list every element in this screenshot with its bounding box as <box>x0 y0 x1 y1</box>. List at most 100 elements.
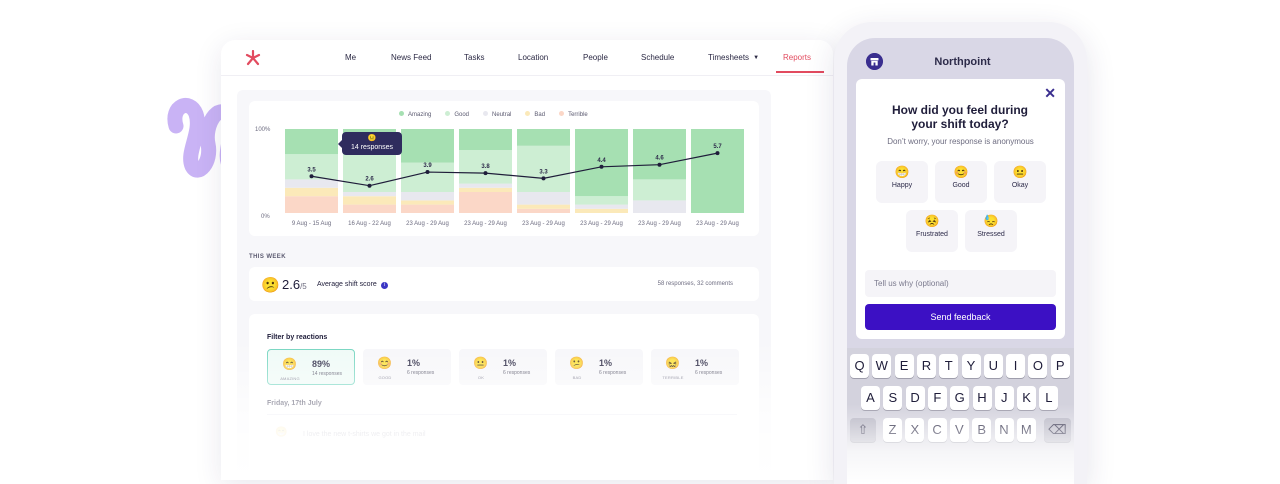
key-h[interactable]: H <box>972 386 992 410</box>
reaction-button-frustrated[interactable]: 😣 Frustrated <box>906 210 958 252</box>
key-g[interactable]: G <box>950 386 970 410</box>
reaction-filter-good[interactable]: 😊 GOOD 1% 6 responses <box>363 349 451 385</box>
reaction-filter-amazing[interactable]: 😁 AMAZING 89% 14 responses <box>267 349 355 385</box>
reaction-button-happy[interactable]: 😁 Happy <box>876 161 928 203</box>
key-e[interactable]: E <box>894 354 914 378</box>
reaction-responses: 6 responses <box>407 370 435 376</box>
reaction-responses: 6 responses <box>599 370 627 376</box>
data-label: 5.7 <box>713 144 722 150</box>
legend-item-good[interactable]: Good <box>445 111 469 118</box>
reaction-filter-terrible[interactable]: 😖 TERRIBLE 1% 6 responses <box>651 349 739 385</box>
reaction-percent: 1% <box>695 358 709 368</box>
key-q[interactable]: Q <box>850 354 869 378</box>
key-i[interactable]: I <box>1006 354 1026 378</box>
key-z[interactable]: Z <box>883 418 902 442</box>
data-label: 3.9 <box>423 163 432 169</box>
score-value: 2.6/5 <box>282 277 307 292</box>
confounded-face-icon: 😖 <box>665 356 680 370</box>
location-title: Northpoint <box>934 56 991 68</box>
grinning-face-icon: 😁 <box>282 357 297 371</box>
bar-segment-amazing <box>633 129 686 180</box>
bar-segment-neutral <box>343 192 396 197</box>
x-tick-label: 9 Aug - 15 Aug <box>292 221 331 227</box>
key-o[interactable]: O <box>1028 354 1048 378</box>
key-f[interactable]: F <box>927 386 947 410</box>
key-d[interactable]: D <box>905 386 925 410</box>
score-number: 2.6 <box>282 277 301 292</box>
reports-app-window: Me News Feed Tasks Location People Sched… <box>221 40 833 480</box>
send-feedback-button[interactable]: Send feedback <box>865 304 1056 330</box>
reaction-responses: 6 responses <box>695 370 723 376</box>
key-l[interactable]: L <box>1039 386 1059 410</box>
shift-key-icon[interactable]: ⇧ <box>850 418 876 442</box>
bar-segment-amazing <box>691 129 744 213</box>
neutral-face-icon: 😐 <box>367 135 377 142</box>
key-x[interactable]: X <box>905 418 925 442</box>
key-r[interactable]: R <box>916 354 936 378</box>
reaction-filter-bad[interactable]: 😕 BAD 1% 6 responses <box>555 349 643 385</box>
nav-item-people[interactable]: People <box>583 53 608 62</box>
info-icon[interactable]: i <box>380 282 388 289</box>
data-label: 3.5 <box>307 167 316 173</box>
section-label-this-week: THIS WEEK <box>249 254 286 260</box>
bar-segment-bad <box>285 187 338 197</box>
legend-item-terrible[interactable]: Terrible <box>559 111 588 118</box>
key-v[interactable]: V <box>949 418 969 442</box>
key-t[interactable]: T <box>939 354 959 378</box>
anonymity-note: Don’t worry, your response is anonymous <box>887 137 1034 146</box>
app-logo-icon[interactable] <box>245 50 261 66</box>
bar-segment-terrible <box>401 204 454 213</box>
key-j[interactable]: J <box>994 386 1014 410</box>
reaction-button-good[interactable]: 😊 Good <box>935 161 987 203</box>
comments-date-label: Friday, 17th July <box>267 400 322 407</box>
key-k[interactable]: K <box>1017 386 1037 410</box>
legend-item-neutral[interactable]: Neutral <box>483 111 511 118</box>
line-point <box>483 171 488 176</box>
bar-segment-neutral <box>633 200 686 213</box>
score-label-text: Average shift score <box>317 281 377 288</box>
bar-segment-good <box>401 162 454 192</box>
nav-item-schedule[interactable]: Schedule <box>641 53 675 62</box>
key-a[interactable]: A <box>861 386 880 410</box>
nav-item-tasks[interactable]: Tasks <box>464 53 485 62</box>
reaction-caption: OK <box>477 375 485 380</box>
x-tick-label: 23 Aug - 29 Aug <box>464 221 507 227</box>
key-w[interactable]: W <box>872 354 892 378</box>
legend-label: Terrible <box>568 112 588 118</box>
nav-item-location[interactable]: Location <box>518 53 549 62</box>
x-tick-label: 23 Aug - 29 Aug <box>406 221 449 227</box>
legend-item-bad[interactable]: Bad <box>525 111 545 118</box>
feedback-modal: ✕ How did you feel during your shift tod… <box>856 79 1065 339</box>
nav-item-timesheets[interactable]: Timesheets ▼ <box>708 53 759 62</box>
key-m[interactable]: M <box>1016 418 1036 442</box>
key-s[interactable]: S <box>883 386 903 410</box>
reaction-filter-ok[interactable]: 😐 OK 1% 6 responses <box>459 349 547 385</box>
delete-key-icon[interactable]: ⌫ <box>1044 418 1071 442</box>
key-u[interactable]: U <box>983 354 1003 378</box>
bar-segment-terrible <box>285 196 338 213</box>
close-icon[interactable]: ✕ <box>1044 85 1056 101</box>
nav-item-news-feed[interactable]: News Feed <box>391 53 432 62</box>
key-n[interactable]: N <box>994 418 1014 442</box>
data-label: 3.8 <box>481 164 490 170</box>
reaction-label: Happy <box>891 182 913 189</box>
y-axis-label-max: 100% <box>255 127 271 133</box>
nav-item-me[interactable]: Me <box>345 53 357 62</box>
key-p[interactable]: P <box>1050 354 1070 378</box>
nav-item-reports[interactable]: Reports <box>783 53 812 62</box>
key-c[interactable]: C <box>927 418 947 442</box>
legend-item-amazing[interactable]: Amazing <box>399 111 431 118</box>
bar-segment-good <box>459 150 512 184</box>
key-b[interactable]: B <box>972 418 992 442</box>
reaction-button-okay[interactable]: 😐 Okay <box>994 161 1046 203</box>
x-tick-label: 23 Aug - 29 Aug <box>522 221 565 227</box>
reaction-label: Okay <box>1011 182 1029 189</box>
sad-face-icon: 😕 <box>569 356 584 370</box>
key-y[interactable]: Y <box>961 354 981 378</box>
feedback-reason-input[interactable] <box>865 270 1056 297</box>
filter-by-reactions-panel: Filter by reactions 😁 AMAZING 89% 14 res… <box>249 314 759 480</box>
reaction-percent: 1% <box>503 358 517 368</box>
bar-segment-amazing <box>285 129 338 155</box>
reaction-button-stressed[interactable]: 😓 Stressed <box>965 210 1017 252</box>
